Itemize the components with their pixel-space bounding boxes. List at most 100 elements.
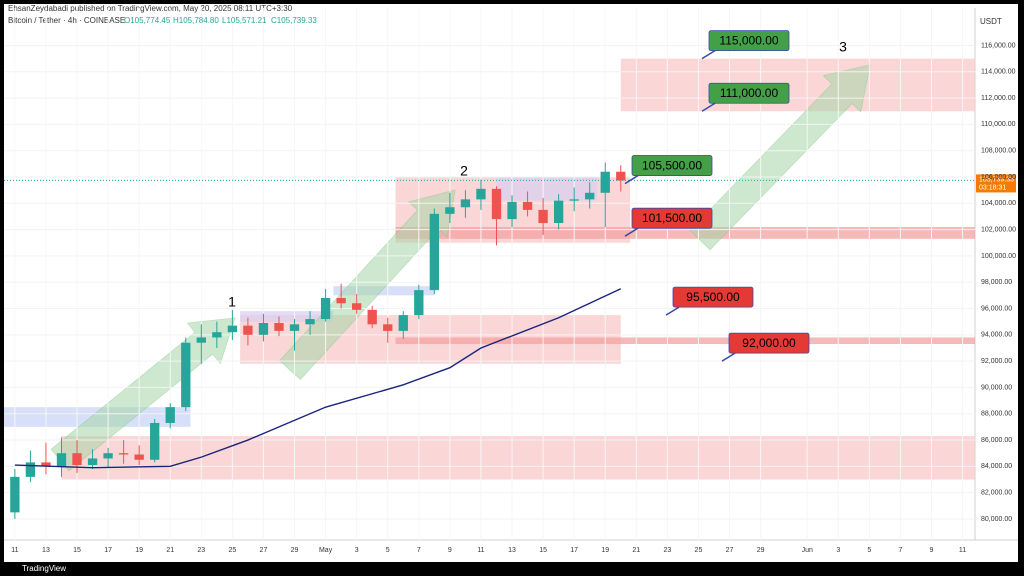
- level-label: 111,000.00: [720, 86, 779, 100]
- x-tick-label: Jun: [802, 547, 813, 554]
- candle-body: [553, 200, 564, 224]
- x-tick-label: 27: [260, 547, 268, 554]
- candle-body: [196, 337, 206, 343]
- candle-body: [258, 322, 269, 335]
- brand: TradingView: [22, 564, 66, 573]
- symbol: Bitcoin / Tether · 4h · COINBASE: [8, 16, 125, 25]
- y-tick-label: 90,000.00: [981, 384, 1012, 391]
- y-tick-label: 106,000.00: [981, 174, 1016, 181]
- candle-body: [274, 322, 284, 331]
- level-box: [631, 207, 713, 229]
- moving-average: [14, 288, 622, 469]
- candle-body: [72, 453, 82, 466]
- wave-label: 3: [839, 39, 847, 55]
- last-price-label: 105,739.33: [979, 176, 1014, 183]
- x-tick-label: 11: [959, 547, 966, 554]
- candle-body: [103, 453, 113, 459]
- x-tick-label: 29: [291, 547, 299, 554]
- x-tick-label: May: [319, 547, 333, 554]
- x-tick-label: 13: [42, 547, 50, 554]
- x-tick-label: 9: [930, 547, 934, 554]
- y-tick-label: 116,000.00: [981, 42, 1016, 49]
- level-label: 115,000.00: [719, 33, 778, 47]
- x-tick-label: 15: [73, 547, 81, 554]
- candle-body: [10, 476, 20, 513]
- x-tick-label: 5: [867, 547, 871, 554]
- y-tick-label: 94,000.00: [981, 332, 1012, 339]
- zone: [333, 286, 435, 296]
- x-tick-label: 19: [135, 547, 143, 554]
- x-tick-label: 19: [601, 547, 609, 554]
- candle-body: [336, 298, 346, 304]
- callout-pointer: [624, 174, 639, 185]
- x-tick-label: 23: [663, 547, 671, 554]
- x-tick-label: 21: [166, 547, 174, 554]
- x-tick-label: 13: [508, 547, 516, 554]
- axis-unit: USDT: [980, 17, 1002, 26]
- x-tick-label: 25: [228, 547, 236, 554]
- zone: [395, 337, 975, 345]
- x-tick-label: 3: [836, 547, 840, 554]
- last-price-box: [976, 174, 1016, 193]
- x-tick-label: 15: [539, 547, 547, 554]
- level-label: 95,500.00: [686, 290, 740, 304]
- candle-body: [600, 171, 610, 193]
- zone: [620, 58, 975, 112]
- candle-body: [414, 290, 424, 316]
- y-tick-label: 114,000.00: [981, 69, 1016, 76]
- candle-body: [118, 453, 129, 455]
- candle-body: [491, 188, 502, 220]
- wave-label: 2: [460, 163, 468, 179]
- y-tick-label: 104,000.00: [981, 200, 1016, 207]
- candle-body: [352, 303, 362, 310]
- candle-body: [320, 298, 331, 320]
- candle-body: [227, 325, 238, 333]
- zone: [240, 311, 334, 322]
- x-tick-label: 21: [632, 547, 640, 554]
- y-tick-label: 82,000.00: [981, 489, 1012, 496]
- candle-body: [585, 192, 595, 200]
- x-tick-label: 17: [104, 547, 112, 554]
- ohlc-value: O105,774.45: [124, 16, 171, 25]
- y-tick-label: 100,000.00: [981, 253, 1016, 260]
- y-tick-label: 80,000.00: [981, 516, 1012, 523]
- x-tick-label: 3: [355, 547, 359, 554]
- candle-body: [616, 171, 626, 181]
- x-tick-label: 9: [448, 547, 452, 554]
- y-tick-label: 98,000.00: [981, 279, 1012, 286]
- x-tick-label: 27: [726, 547, 734, 554]
- x-tick-label: 25: [695, 547, 703, 554]
- y-tick-label: 88,000.00: [981, 411, 1012, 418]
- ohlc-value: C105,739.33: [271, 16, 317, 25]
- y-tick-label: 110,000.00: [981, 121, 1016, 128]
- candle-body: [56, 453, 67, 467]
- level-box: [631, 155, 713, 176]
- level-box: [708, 82, 790, 104]
- callout-pointer: [701, 102, 716, 112]
- callout-pointer: [721, 352, 736, 362]
- candle-body: [507, 201, 517, 220]
- y-tick-label: 108,000.00: [981, 148, 1016, 155]
- candle-body: [445, 207, 455, 214]
- x-tick-label: 29: [757, 547, 765, 554]
- candle-body: [87, 458, 98, 466]
- level-label: 105,500.00: [642, 158, 702, 172]
- candle-body: [25, 462, 36, 477]
- y-tick-label: 92,000.00: [981, 358, 1012, 365]
- candle-body: [383, 324, 393, 331]
- x-tick-label: 7: [417, 547, 421, 554]
- level-label: 92,000.00: [742, 336, 796, 350]
- candle-body: [476, 188, 486, 200]
- x-tick-label: 23: [197, 547, 205, 554]
- trend-arrow: [279, 189, 456, 381]
- ohlc-value: H105,784.80: [173, 16, 219, 25]
- x-tick-label: 17: [570, 547, 578, 554]
- candle-body: [243, 325, 253, 335]
- candle-body: [429, 213, 440, 291]
- candle-body: [460, 199, 471, 208]
- y-tick-label: 102,000.00: [981, 226, 1016, 233]
- candle-body: [522, 201, 533, 210]
- y-tick-label: 86,000.00: [981, 437, 1012, 444]
- level-box: [672, 286, 754, 308]
